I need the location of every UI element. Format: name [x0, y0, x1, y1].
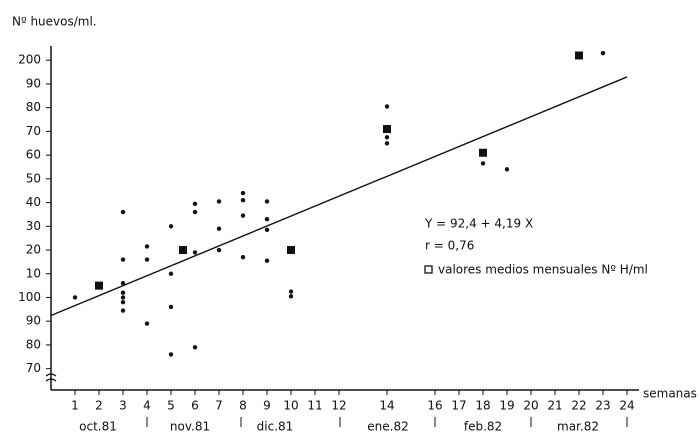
mean-point	[479, 148, 487, 157]
data-point	[240, 198, 246, 203]
data-point	[144, 321, 150, 326]
data-point	[384, 135, 390, 140]
y-tick-label: 40	[26, 195, 41, 209]
x-tick-label: 24	[619, 399, 634, 413]
data-point	[216, 226, 222, 231]
month-label: ene.82	[367, 420, 408, 434]
x-tick-label: 18	[475, 399, 490, 413]
x-tick-label: 20	[523, 399, 538, 413]
data-point	[264, 199, 270, 204]
mean-point	[575, 51, 583, 60]
x-tick-label: 10	[283, 399, 298, 413]
y-tick-label: 70	[26, 124, 41, 138]
data-point	[240, 213, 246, 218]
x-tick-label: 23	[595, 399, 610, 413]
axis-break	[45, 373, 57, 382]
x-tick-label: 12	[331, 399, 346, 413]
x-tick-label: 5	[167, 399, 175, 413]
data-point	[504, 167, 510, 172]
data-point	[264, 258, 270, 263]
y-tick-label: 10	[26, 266, 41, 280]
mean-point	[95, 281, 103, 290]
y-tick-label: 80	[26, 337, 41, 351]
data-point	[120, 295, 126, 300]
data-point	[384, 141, 390, 146]
mean-point	[287, 246, 295, 255]
month-label: nov.81	[170, 420, 210, 434]
x-tick-label: 2	[95, 399, 103, 413]
data-point	[192, 345, 198, 350]
legend-label: valores medios mensuales Nº H/ml	[438, 263, 648, 277]
x-tick-label: 8	[239, 399, 247, 413]
y-tick-label: 50	[26, 171, 41, 185]
data-point	[288, 294, 294, 299]
data-point	[120, 209, 126, 215]
data-point	[192, 250, 198, 255]
legend-swatch	[424, 265, 433, 274]
x-tick-label: 3	[119, 399, 127, 413]
data-point	[168, 352, 174, 357]
data-point	[264, 227, 270, 233]
data-point	[168, 271, 174, 276]
y-tick-label: 20	[26, 243, 41, 257]
data-point	[120, 290, 126, 295]
data-point	[168, 304, 174, 310]
y-tick-label: 60	[26, 148, 41, 162]
data-point	[120, 300, 126, 305]
data-point	[600, 50, 606, 56]
x-tick-label: 1	[71, 399, 79, 413]
data-point	[120, 257, 126, 262]
y-tick-label: 90	[26, 314, 41, 328]
x-tick-label: 22	[571, 399, 586, 413]
regression-line	[50, 76, 628, 317]
data-point	[384, 104, 390, 109]
x-tick-label: 4	[143, 399, 151, 413]
data-point	[192, 201, 198, 206]
data-point	[480, 161, 486, 166]
y-tick-label: 90	[26, 76, 41, 90]
data-point	[288, 289, 294, 294]
data-point	[192, 209, 198, 215]
y-tick-label: 200	[18, 53, 41, 67]
month-label: mar.82	[557, 420, 599, 434]
data-point	[120, 308, 126, 313]
data-point	[240, 254, 246, 260]
x-tick-label: 9	[263, 399, 271, 413]
data-point	[144, 244, 150, 249]
data-point	[120, 281, 126, 286]
y-tick-label: 70	[26, 361, 41, 375]
mean-point	[179, 246, 187, 255]
x-tick-label: 7	[215, 399, 223, 413]
y-axis-label: Nº huevos/ml.	[12, 15, 97, 29]
data-point	[168, 224, 174, 229]
x-tick-label: 17	[451, 399, 466, 413]
x-tick-label: 16	[427, 399, 442, 413]
x-tick-label: 11	[307, 399, 322, 413]
month-label: dic.81	[257, 420, 294, 434]
data-point	[216, 247, 222, 253]
data-point	[240, 190, 246, 196]
y-tick-label: 100	[18, 290, 41, 304]
x-axis-label: semanas	[643, 387, 697, 401]
x-tick-label: 21	[547, 399, 562, 413]
data-point	[264, 216, 270, 222]
data-point	[216, 199, 222, 204]
x-tick-label: 19	[499, 399, 514, 413]
fit-r: r = 0,76	[425, 239, 474, 253]
data-point	[144, 257, 150, 262]
month-label: feb.82	[464, 420, 502, 434]
x-tick-label: 6	[191, 399, 199, 413]
y-tick-label: 80	[26, 100, 41, 114]
month-label: oct.81	[79, 420, 117, 434]
fit-equation: Y = 92,4 + 4,19 X	[424, 217, 533, 231]
data-point	[72, 295, 78, 300]
x-tick-label: 14	[379, 399, 394, 413]
mean-point	[383, 125, 391, 134]
y-tick-label: 30	[26, 219, 41, 233]
